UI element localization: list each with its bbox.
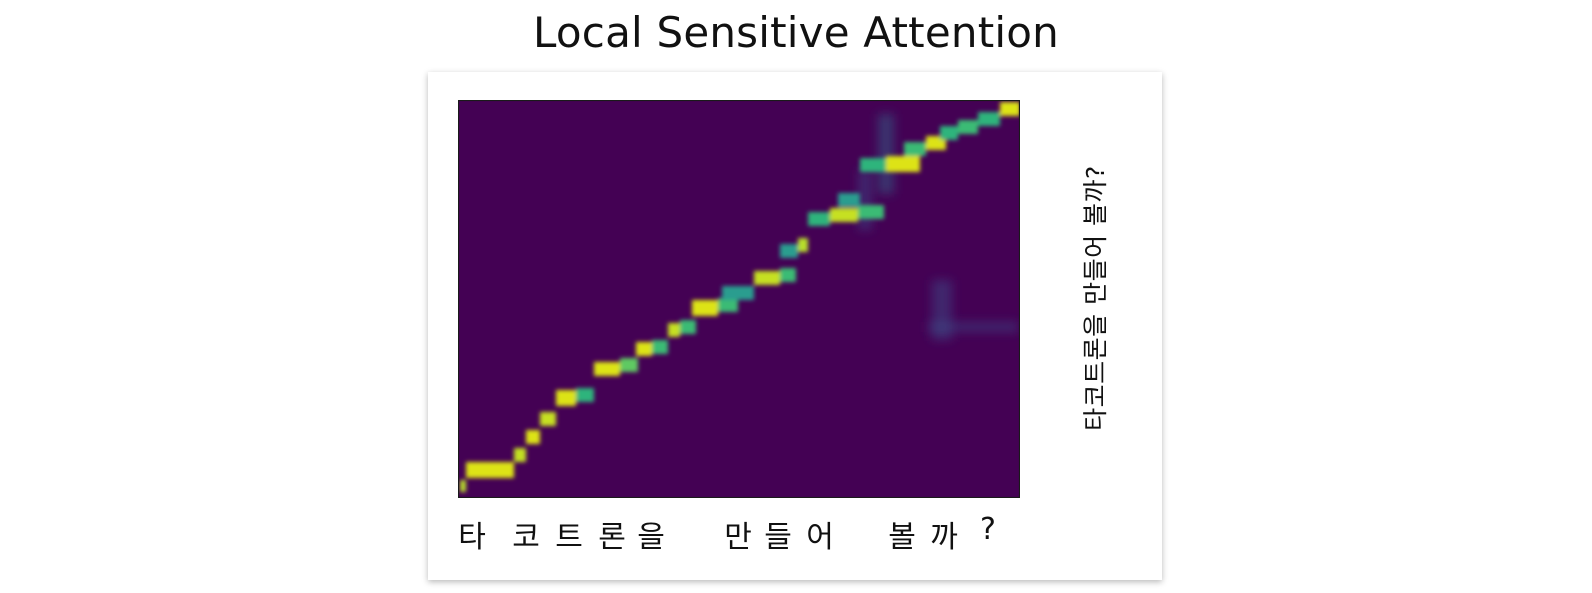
attention-spread	[858, 170, 872, 230]
attention-cell	[652, 340, 668, 354]
attention-cell	[722, 286, 754, 300]
x-label: 타	[458, 520, 486, 555]
attention-cell	[860, 158, 886, 172]
attention-cell	[798, 238, 808, 252]
attention-cell	[780, 268, 796, 282]
attention-cell	[940, 126, 958, 140]
x-label: 론	[598, 520, 626, 555]
attention-cell	[526, 430, 540, 444]
x-axis-labels: 타 코 트 론 을 만 들 어 볼 까?	[458, 502, 1020, 558]
x-label: 트	[555, 520, 583, 555]
attention-cell	[858, 205, 884, 219]
waveform-graphic	[1032, 97, 1156, 497]
attention-cell	[692, 300, 718, 316]
attention-cell	[540, 412, 556, 426]
x-label: 볼	[888, 520, 916, 555]
attention-cell	[718, 298, 738, 312]
attention-cell	[958, 120, 978, 134]
attention-cell	[620, 358, 638, 372]
attention-cell	[556, 390, 576, 406]
attention-figure: 타 코 트 론 을 만 들 어 볼 까? 타코트론을 만들어 볼까?	[428, 72, 1162, 580]
attention-cell	[460, 480, 466, 492]
attention-cell	[886, 156, 920, 172]
attention-cell	[830, 208, 858, 222]
x-label: ?	[980, 512, 996, 547]
x-label: 어	[806, 520, 834, 555]
attention-cell	[668, 323, 680, 337]
x-label: 코	[512, 520, 540, 555]
attention-cell	[594, 362, 620, 376]
x-label: 까	[930, 520, 958, 555]
attention-spread	[878, 114, 894, 194]
attention-cell	[978, 112, 1000, 126]
attention-cell	[904, 142, 926, 156]
attention-cell	[514, 448, 526, 462]
attention-cell	[576, 388, 594, 402]
attention-spread	[928, 322, 1018, 332]
x-label: 만	[724, 520, 752, 555]
attention-cell	[838, 193, 860, 207]
heatmap-border	[458, 100, 1020, 498]
attention-cell	[466, 462, 514, 478]
attention-cell	[780, 244, 798, 258]
x-label: 들	[764, 520, 792, 555]
x-label: 을	[637, 520, 665, 555]
attention-cell	[754, 271, 780, 285]
waveform-label: 타코트론을 만들어 볼까?	[1081, 165, 1110, 431]
attention-cell	[636, 342, 652, 356]
attention-cell	[680, 320, 696, 334]
page-title: Local Sensitive Attention	[533, 8, 1059, 57]
attention-heatmap	[458, 100, 1020, 498]
attention-cell	[1000, 102, 1020, 116]
attention-cell	[808, 212, 830, 226]
